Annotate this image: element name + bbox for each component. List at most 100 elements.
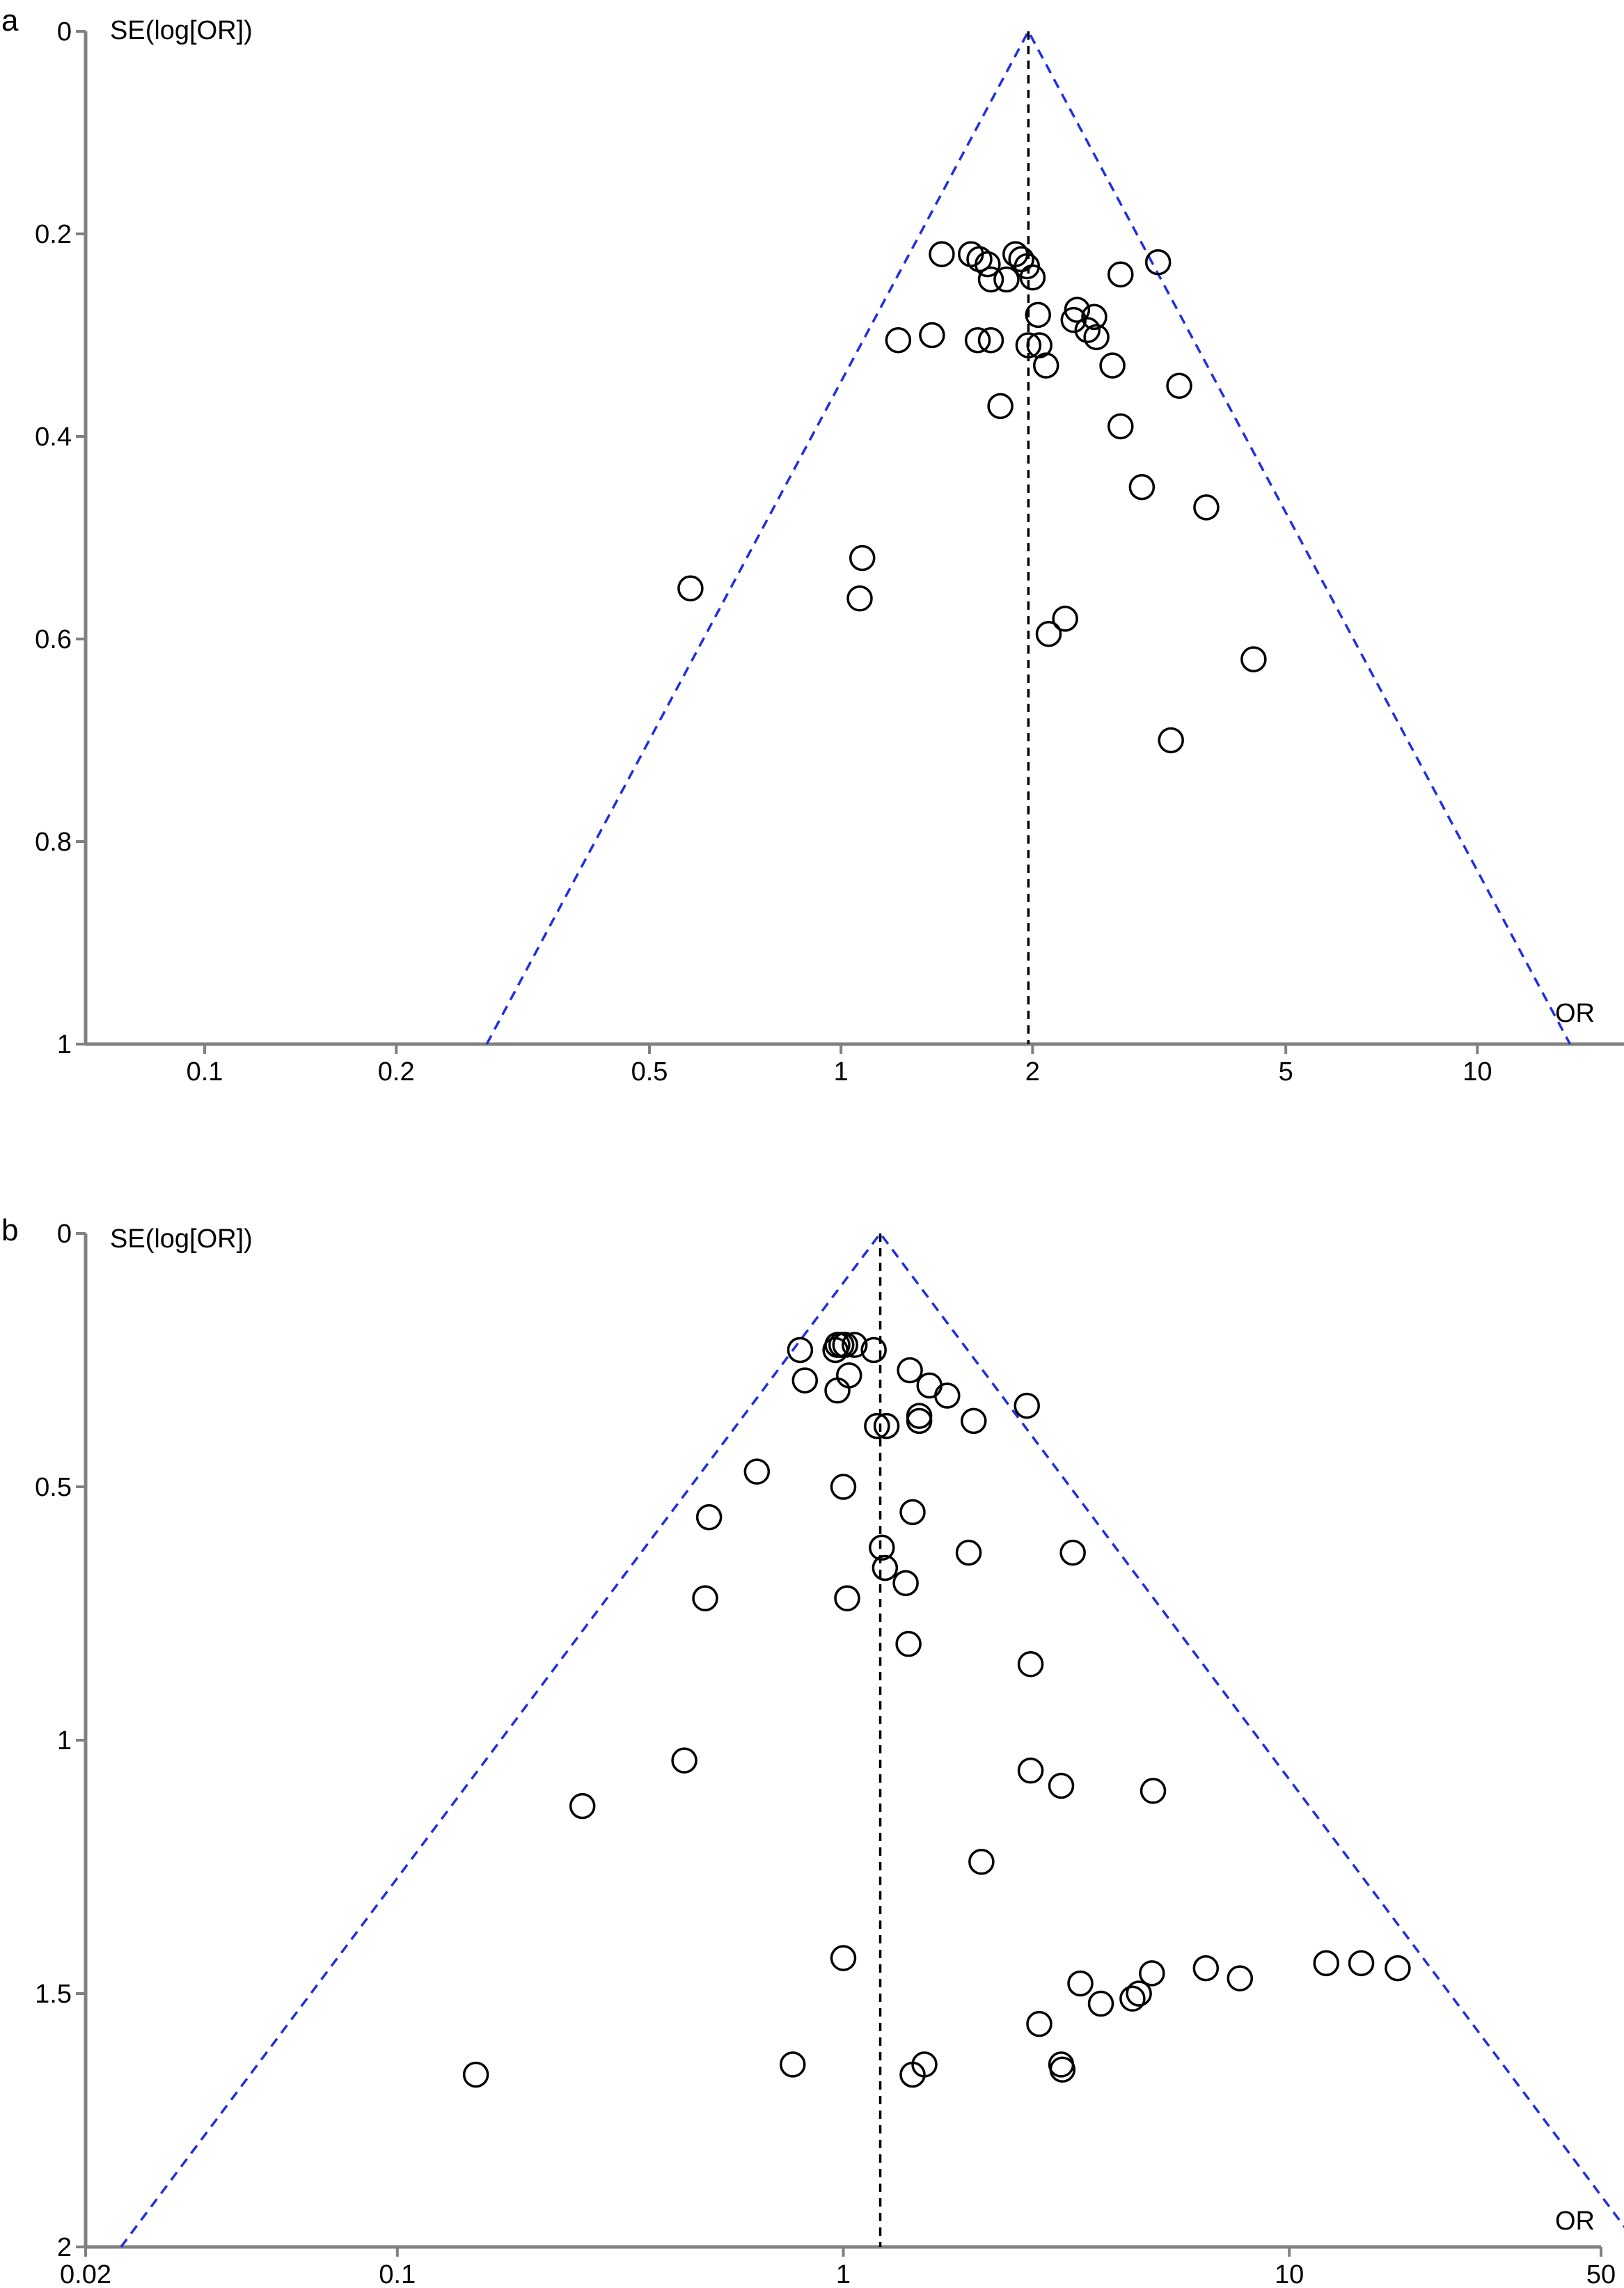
panel-b-funnel-limits bbox=[120, 1231, 1624, 2248]
panel-b-y-tick-label: 0.5 bbox=[35, 1473, 72, 1502]
panel-a-x-tick-label: 5 bbox=[1279, 1057, 1293, 1087]
panel-a-study-point bbox=[1019, 264, 1046, 291]
panel-b-x-tick-label: 0.02 bbox=[60, 2260, 111, 2288]
panel-b-study-point bbox=[860, 1336, 887, 1364]
panel-a-study-point bbox=[1158, 727, 1184, 754]
panel-a-y-axis-title: SE(log[OR]) bbox=[110, 16, 253, 45]
panel-b-study-point bbox=[841, 1332, 868, 1358]
panel-b-study-point bbox=[1026, 2010, 1053, 2037]
panel-a-study-point bbox=[1035, 620, 1062, 647]
panel-b-study-point bbox=[787, 1336, 814, 1364]
panel-a-x-tick-label: 1 bbox=[834, 1057, 849, 1087]
panel-a-x-tick-label: 0.1 bbox=[187, 1057, 223, 1087]
panel-b-x-tick-label: 10 bbox=[1275, 2260, 1304, 2288]
panel-b-y-tick-label: 0 bbox=[57, 1220, 72, 1249]
panel-b-study-point bbox=[906, 1403, 933, 1429]
panel-a-study-point bbox=[1107, 413, 1134, 440]
panel-b-study-point bbox=[1227, 1965, 1254, 1991]
panel-b-study-point bbox=[911, 2051, 938, 2078]
panel-a-study-point bbox=[1008, 246, 1034, 273]
panel-b-study-point bbox=[692, 1585, 718, 1611]
panel-b-study-point bbox=[835, 1362, 862, 1389]
panel-b-study-point bbox=[1087, 1990, 1114, 2017]
panel-b-x-axis-title: OR bbox=[1555, 2207, 1595, 2236]
panel-a-study-point bbox=[929, 241, 955, 267]
panel-b-study-point bbox=[671, 1747, 697, 1774]
panel-b-study-point bbox=[892, 1570, 919, 1597]
panel-b-study-point bbox=[1140, 1778, 1167, 1804]
panel-b-x-tick-label: 0.1 bbox=[379, 2260, 416, 2288]
panel-b-study-point bbox=[780, 2051, 806, 2078]
panel-a-y-tick-label: 0.6 bbox=[35, 625, 72, 654]
panel-a-study-point bbox=[1052, 606, 1078, 632]
panel-a: a SE(log[OR]) OR 0 0.2 0.4 0.6 0.8 1 0.1 0.2 0.5… bbox=[1, 3, 1624, 1087]
panel-a-study-point bbox=[1064, 297, 1091, 323]
panel-b-study-point bbox=[1126, 1980, 1152, 2007]
panel-a-x-tick-label: 10 bbox=[1463, 1057, 1492, 1087]
panel-a-study-point bbox=[1193, 494, 1220, 521]
panel-b-y-axis-title: SE(log[OR]) bbox=[110, 1224, 253, 1254]
panel-b-study-point bbox=[1139, 1960, 1165, 1987]
panel-b-study-point bbox=[695, 1504, 723, 1531]
panel-b-study-point bbox=[906, 1407, 933, 1435]
panel-a-study-point bbox=[977, 327, 1004, 354]
panel-a-study-point bbox=[1032, 352, 1059, 379]
panel-b-study-point bbox=[872, 1554, 899, 1581]
panel-a-study-point bbox=[1099, 352, 1126, 379]
panel-a-study-point bbox=[1144, 248, 1172, 276]
panel-b-study-point bbox=[899, 1499, 926, 1526]
panel-b-study-point bbox=[1119, 1985, 1146, 2012]
panel-a-study-point bbox=[1060, 306, 1087, 333]
panel-a-study-point bbox=[1128, 474, 1156, 500]
panel-a-study-point bbox=[977, 266, 1004, 293]
panel-a-study-point bbox=[1240, 646, 1267, 672]
panel-b-study-point bbox=[1313, 1950, 1339, 1977]
panel-b-study-point bbox=[897, 1357, 923, 1384]
panel-a-study-point bbox=[1025, 301, 1051, 329]
panel-b-study-point bbox=[934, 1382, 961, 1409]
panel-b-y-tick-label: 1.5 bbox=[35, 1980, 72, 2009]
panel-letter-b: b bbox=[1, 1213, 18, 1247]
panel-a-x-axis-title: OR bbox=[1555, 999, 1595, 1028]
panel-b-plot-area: 0 0.5 1 1.5 20.02 0.1 1 10 50 bbox=[35, 1220, 1624, 2288]
panel-b-study-point bbox=[1049, 2056, 1076, 2083]
panel-a-study-point bbox=[1074, 317, 1101, 343]
panel-a-study-point bbox=[1015, 332, 1042, 358]
panel-b-study-point bbox=[1048, 1772, 1075, 1799]
panel-a-study-point bbox=[958, 241, 984, 267]
panel-b-study-point bbox=[830, 1945, 857, 1971]
panel-b-study-point bbox=[955, 1539, 982, 1566]
panel-a-x-tick-label: 0.5 bbox=[631, 1057, 668, 1087]
panel-b-study-point bbox=[1192, 1955, 1220, 1982]
panel-a-y-tick-label: 0 bbox=[57, 17, 72, 47]
panel-b-study-point bbox=[864, 1412, 890, 1439]
panel-b-x-tick-label: 1 bbox=[836, 2260, 851, 2288]
panel-b-x-tick-label: 50 bbox=[1586, 2260, 1616, 2288]
panel-a-y-tick-label: 1 bbox=[57, 1030, 72, 1059]
panel-a-y-tick-label: 0.8 bbox=[35, 828, 72, 857]
panel-b-study-point bbox=[1059, 1539, 1086, 1566]
panel-b-study-point bbox=[960, 1407, 987, 1435]
panel-b-study-point bbox=[1017, 1757, 1044, 1784]
panel-a-study-point bbox=[1081, 303, 1107, 331]
panel-b-study-point bbox=[1385, 1955, 1411, 1982]
panel-a-study-point bbox=[677, 575, 704, 601]
panel-b-study-point bbox=[569, 1792, 596, 1820]
panel-b-study-point bbox=[1348, 1950, 1375, 1977]
panel-a-study-point bbox=[919, 322, 945, 349]
panel-a-y-tick-label: 0.4 bbox=[35, 423, 72, 452]
panel-a-study-point bbox=[1166, 372, 1192, 399]
panel-b-study-point bbox=[830, 1474, 857, 1500]
panel-b-study-point bbox=[895, 1630, 922, 1657]
panel-a-y-tick-label: 0.2 bbox=[35, 220, 72, 249]
panel-a-study-point bbox=[993, 266, 1020, 293]
panel-b-study-point bbox=[873, 1412, 900, 1439]
panel-b-study-point bbox=[462, 2061, 489, 2088]
panel-a-study-point bbox=[1083, 324, 1110, 351]
panel-a-study-point bbox=[975, 251, 1001, 278]
panel-b-study-point bbox=[743, 1458, 771, 1485]
panel-b-study-point bbox=[834, 1585, 860, 1611]
panel-b-study-point bbox=[968, 1848, 995, 1875]
panel-a-x-tick-label: 0.2 bbox=[378, 1057, 415, 1087]
